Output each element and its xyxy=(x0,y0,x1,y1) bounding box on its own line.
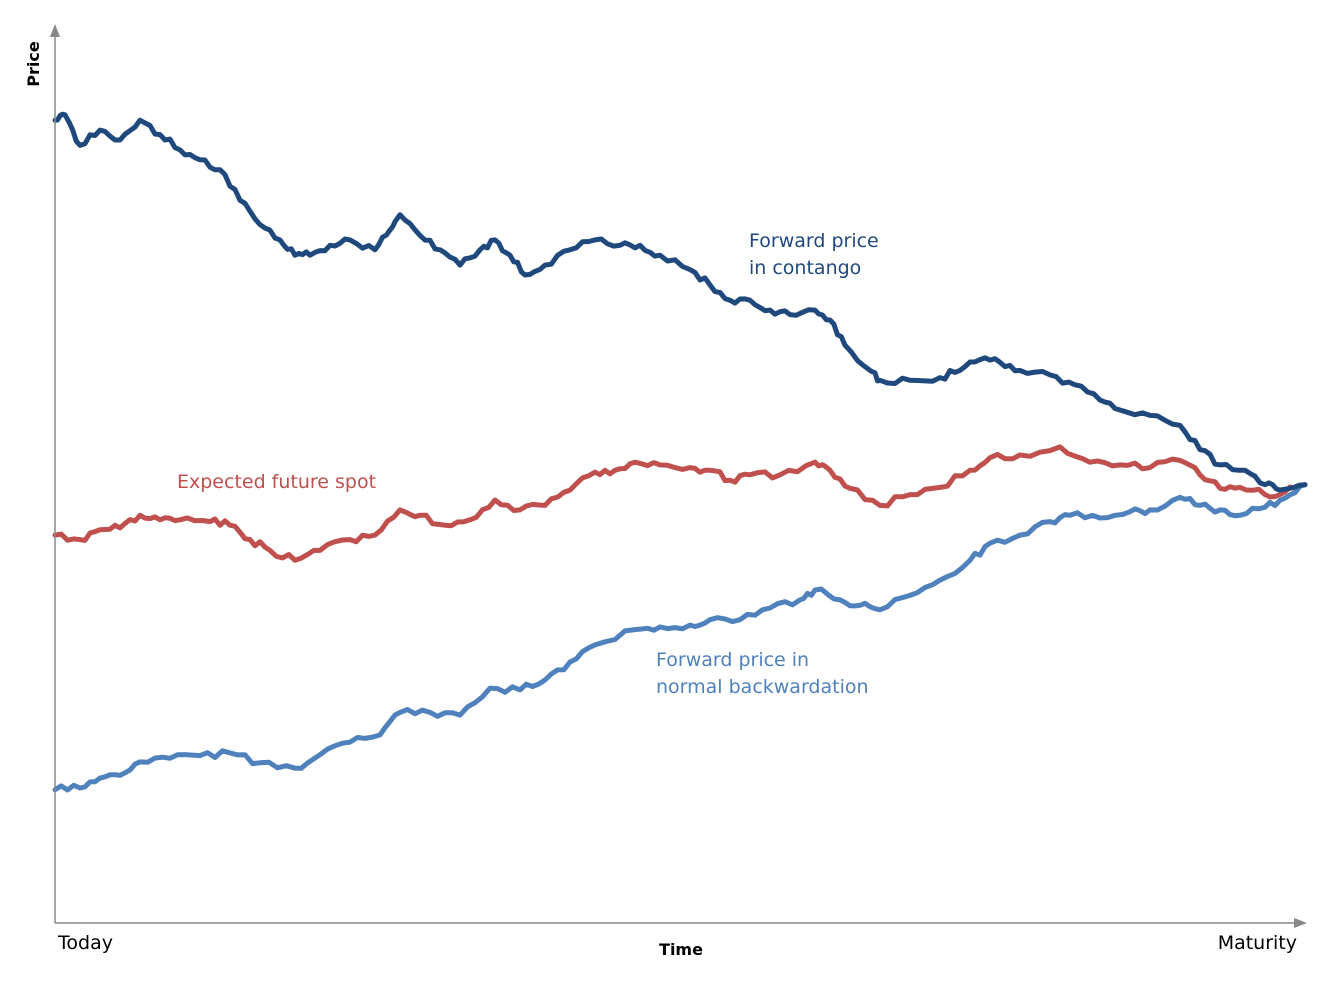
x-tick-today: Today xyxy=(57,932,113,954)
annotation-contango-line2: in contango xyxy=(749,257,861,279)
series-line-backwardation xyxy=(52,482,1308,793)
y-axis-arrow xyxy=(50,24,60,37)
annotation-spot: Expected future spot xyxy=(177,471,376,493)
series-line-spot xyxy=(52,444,1308,563)
annotation-backwardation-line2: normal backwardation xyxy=(656,676,869,698)
x-axis-label: Time xyxy=(659,940,703,959)
series-layer xyxy=(52,111,1308,793)
x-tick-maturity: Maturity xyxy=(1218,932,1297,954)
annotation-contango-line1: Forward price xyxy=(749,230,879,252)
x-axis-arrow xyxy=(1294,918,1307,928)
annotation-backwardation-line1: Forward price in xyxy=(656,649,809,671)
series-line-contango xyxy=(52,111,1308,493)
y-axis-label: Price xyxy=(24,41,43,87)
